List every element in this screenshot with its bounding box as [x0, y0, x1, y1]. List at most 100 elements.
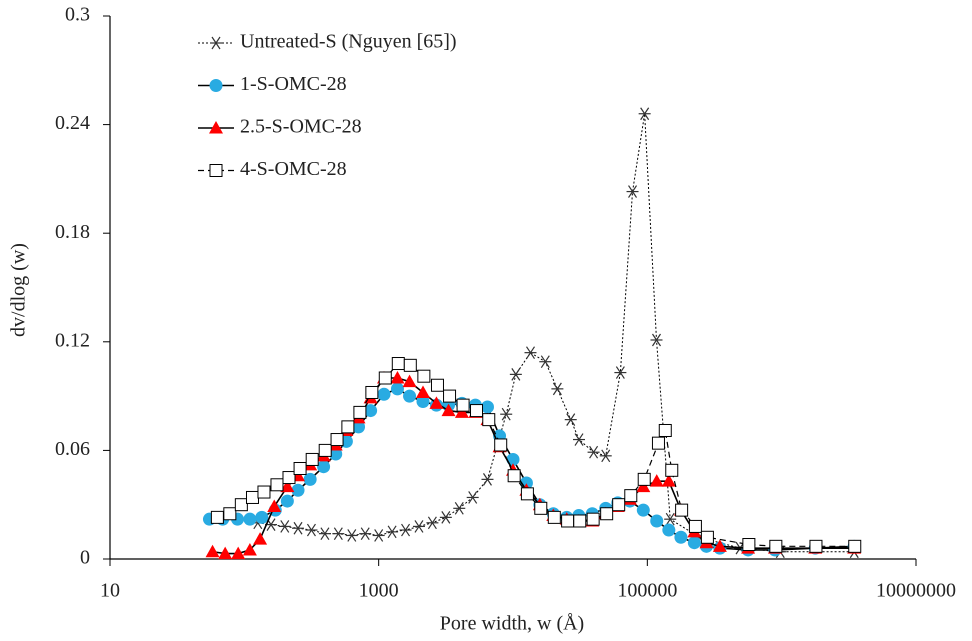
point [429, 396, 444, 409]
point [612, 498, 626, 512]
point [231, 546, 246, 560]
point [664, 512, 677, 526]
point [270, 478, 284, 492]
asterisk-stroke [589, 445, 599, 459]
asterisk-stroke [665, 512, 675, 526]
y-tick-label: 0 [80, 547, 90, 569]
y-tick-label: 0.06 [55, 438, 90, 460]
point [223, 507, 237, 521]
asterisk-stroke [266, 518, 276, 531]
point [482, 413, 496, 427]
point [441, 403, 456, 417]
legend-entry: 1-S-OMC-28 [198, 73, 347, 95]
point [494, 438, 508, 452]
legend-label: 1-S-OMC-28 [240, 73, 347, 95]
point [587, 445, 600, 459]
point [520, 487, 534, 501]
point [650, 514, 664, 528]
point [547, 510, 561, 524]
x-tick-label: 10000000 [876, 580, 956, 602]
point [769, 539, 783, 553]
asterisk-stroke [628, 185, 638, 198]
point [305, 523, 318, 537]
point [416, 395, 430, 409]
asterisk-stroke [640, 107, 650, 121]
point [386, 525, 399, 539]
point [637, 472, 651, 486]
point [210, 510, 224, 524]
asterisk-stroke [414, 520, 424, 533]
point [318, 527, 331, 540]
asterisk-stroke [651, 333, 661, 347]
point [245, 490, 259, 504]
point [257, 485, 271, 499]
point [539, 355, 552, 369]
point [551, 382, 564, 396]
asterisk-stroke [427, 516, 437, 530]
point [402, 374, 417, 388]
point [403, 358, 417, 372]
point [674, 530, 688, 544]
point [688, 519, 702, 533]
point [399, 523, 412, 537]
point [359, 527, 372, 540]
legend-marker [209, 121, 223, 134]
point [661, 474, 676, 487]
point [675, 503, 689, 517]
legend-marker [209, 164, 223, 177]
asterisk-stroke [601, 449, 611, 463]
point [332, 527, 345, 540]
point [742, 538, 756, 552]
asterisk-stroke [526, 346, 536, 359]
point [614, 366, 627, 379]
legend-marker [210, 36, 222, 50]
point [662, 523, 676, 537]
point [364, 404, 378, 418]
asterisk-stroke [566, 413, 576, 426]
point [624, 489, 638, 503]
point [341, 420, 355, 434]
asterisk-stroke [211, 36, 221, 50]
asterisk-stroke [540, 355, 550, 369]
x-tick-label: 10 [100, 580, 120, 602]
point [317, 460, 331, 474]
point [712, 539, 727, 552]
point [330, 433, 344, 447]
asterisk-stroke [552, 382, 562, 396]
asterisk-stroke [501, 407, 511, 421]
point [391, 357, 405, 371]
point [243, 512, 257, 526]
point [509, 368, 522, 381]
point [390, 371, 405, 384]
point [564, 413, 577, 426]
point [329, 447, 343, 461]
legend-entry: Untreated-S (Nguyen [65]) [198, 31, 457, 53]
point [466, 491, 479, 504]
point [651, 436, 665, 450]
asterisk-stroke [306, 523, 316, 537]
asterisk-stroke [347, 529, 357, 542]
point [234, 498, 248, 512]
point [282, 471, 296, 485]
point [430, 378, 444, 392]
point [636, 503, 650, 517]
point [443, 389, 457, 403]
point [280, 494, 294, 508]
point [534, 501, 548, 515]
asterisk-stroke [360, 527, 370, 540]
point [377, 387, 391, 401]
point [626, 185, 639, 198]
point [848, 539, 862, 553]
point [218, 546, 233, 560]
point [480, 400, 494, 414]
y-tick-label: 0.24 [55, 112, 90, 134]
asterisk-stroke [387, 525, 397, 539]
point [255, 510, 269, 524]
point [305, 452, 319, 466]
point [649, 474, 664, 487]
asterisk-stroke [333, 527, 343, 540]
x-tick-label: 100000 [617, 580, 677, 602]
point [650, 333, 663, 347]
point [417, 369, 431, 383]
